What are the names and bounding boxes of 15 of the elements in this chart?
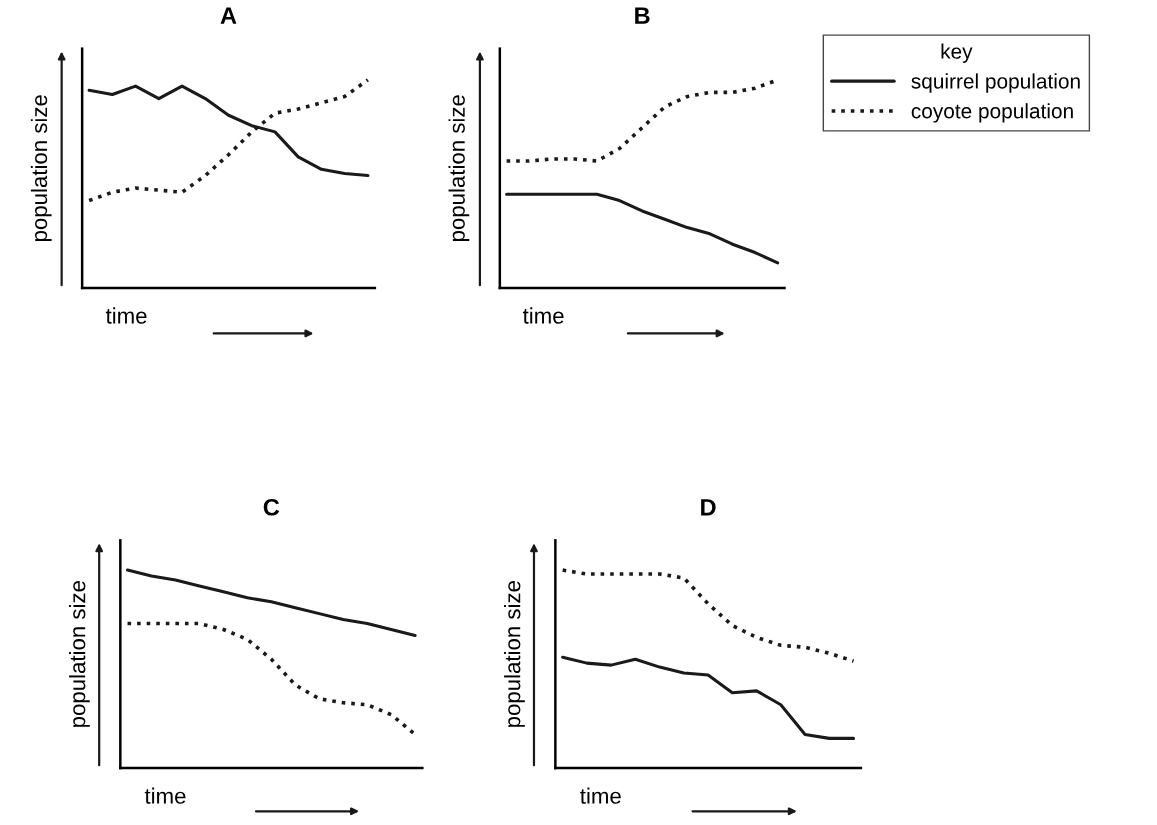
- legend-label: squirrel population: [911, 73, 1080, 93]
- legend-title: key: [941, 43, 973, 63]
- chart-title: D: [701, 499, 716, 516]
- chart-title: B: [635, 7, 650, 24]
- y-axis-title: population size: [504, 581, 525, 727]
- legend-label: coyote population: [911, 103, 1073, 123]
- y-axis-title: population size: [448, 95, 470, 241]
- y-axis-title: population size: [69, 581, 90, 727]
- x-axis-title: time: [105, 307, 147, 324]
- chart-title: A: [220, 7, 237, 24]
- x-axis-title: time: [580, 787, 621, 804]
- chart-title: C: [263, 498, 280, 516]
- x-axis-title: time: [522, 307, 564, 324]
- y-axis-title: population size: [30, 95, 52, 241]
- x-axis-title: time: [144, 787, 186, 804]
